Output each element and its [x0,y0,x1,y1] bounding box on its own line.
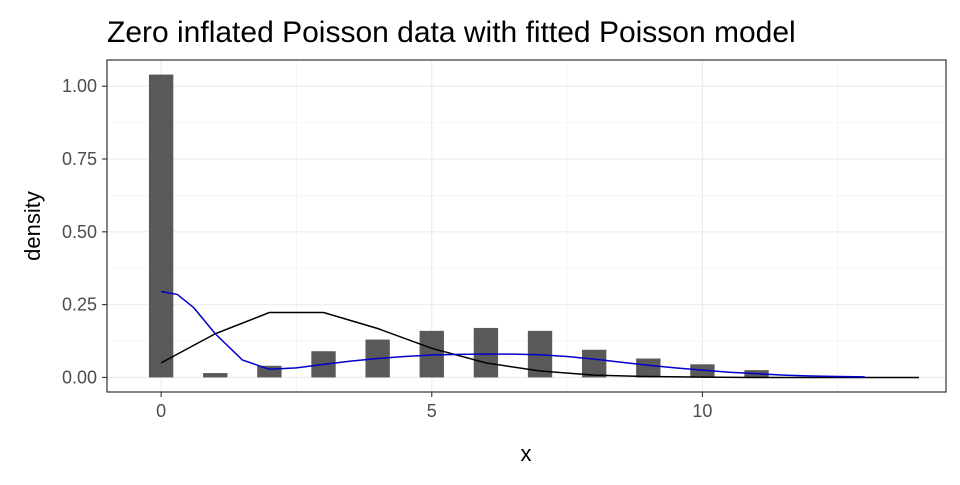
y-tick-label: 0.00 [62,367,97,387]
panel-border [106,59,947,393]
bar [473,327,499,378]
y-tick-label: 0.50 [62,222,97,242]
x-axis-title: x [521,441,532,466]
bar [203,373,228,378]
y-tick-label: 0.25 [62,295,97,315]
x-tick-label: 5 [427,401,437,421]
axes: 0.00 0.25 0.50 0.75 1.00 0 5 10 [62,76,712,421]
bar [257,365,282,378]
smoothed-density-line [160,290,865,378]
grid [107,60,946,392]
lines [160,290,919,379]
y-tick-label: 0.75 [62,149,97,169]
chart-title: Zero inflated Poisson data with fitted P… [107,16,796,49]
bars [148,74,769,378]
bar [636,358,661,378]
x-tick-label: 10 [692,401,712,421]
bar [581,349,607,378]
x-tick-label: 0 [156,401,166,421]
bar [148,74,174,378]
poisson-fit-line [160,311,919,379]
y-axis-title: density [20,191,45,261]
y-tick-label: 1.00 [62,76,97,96]
